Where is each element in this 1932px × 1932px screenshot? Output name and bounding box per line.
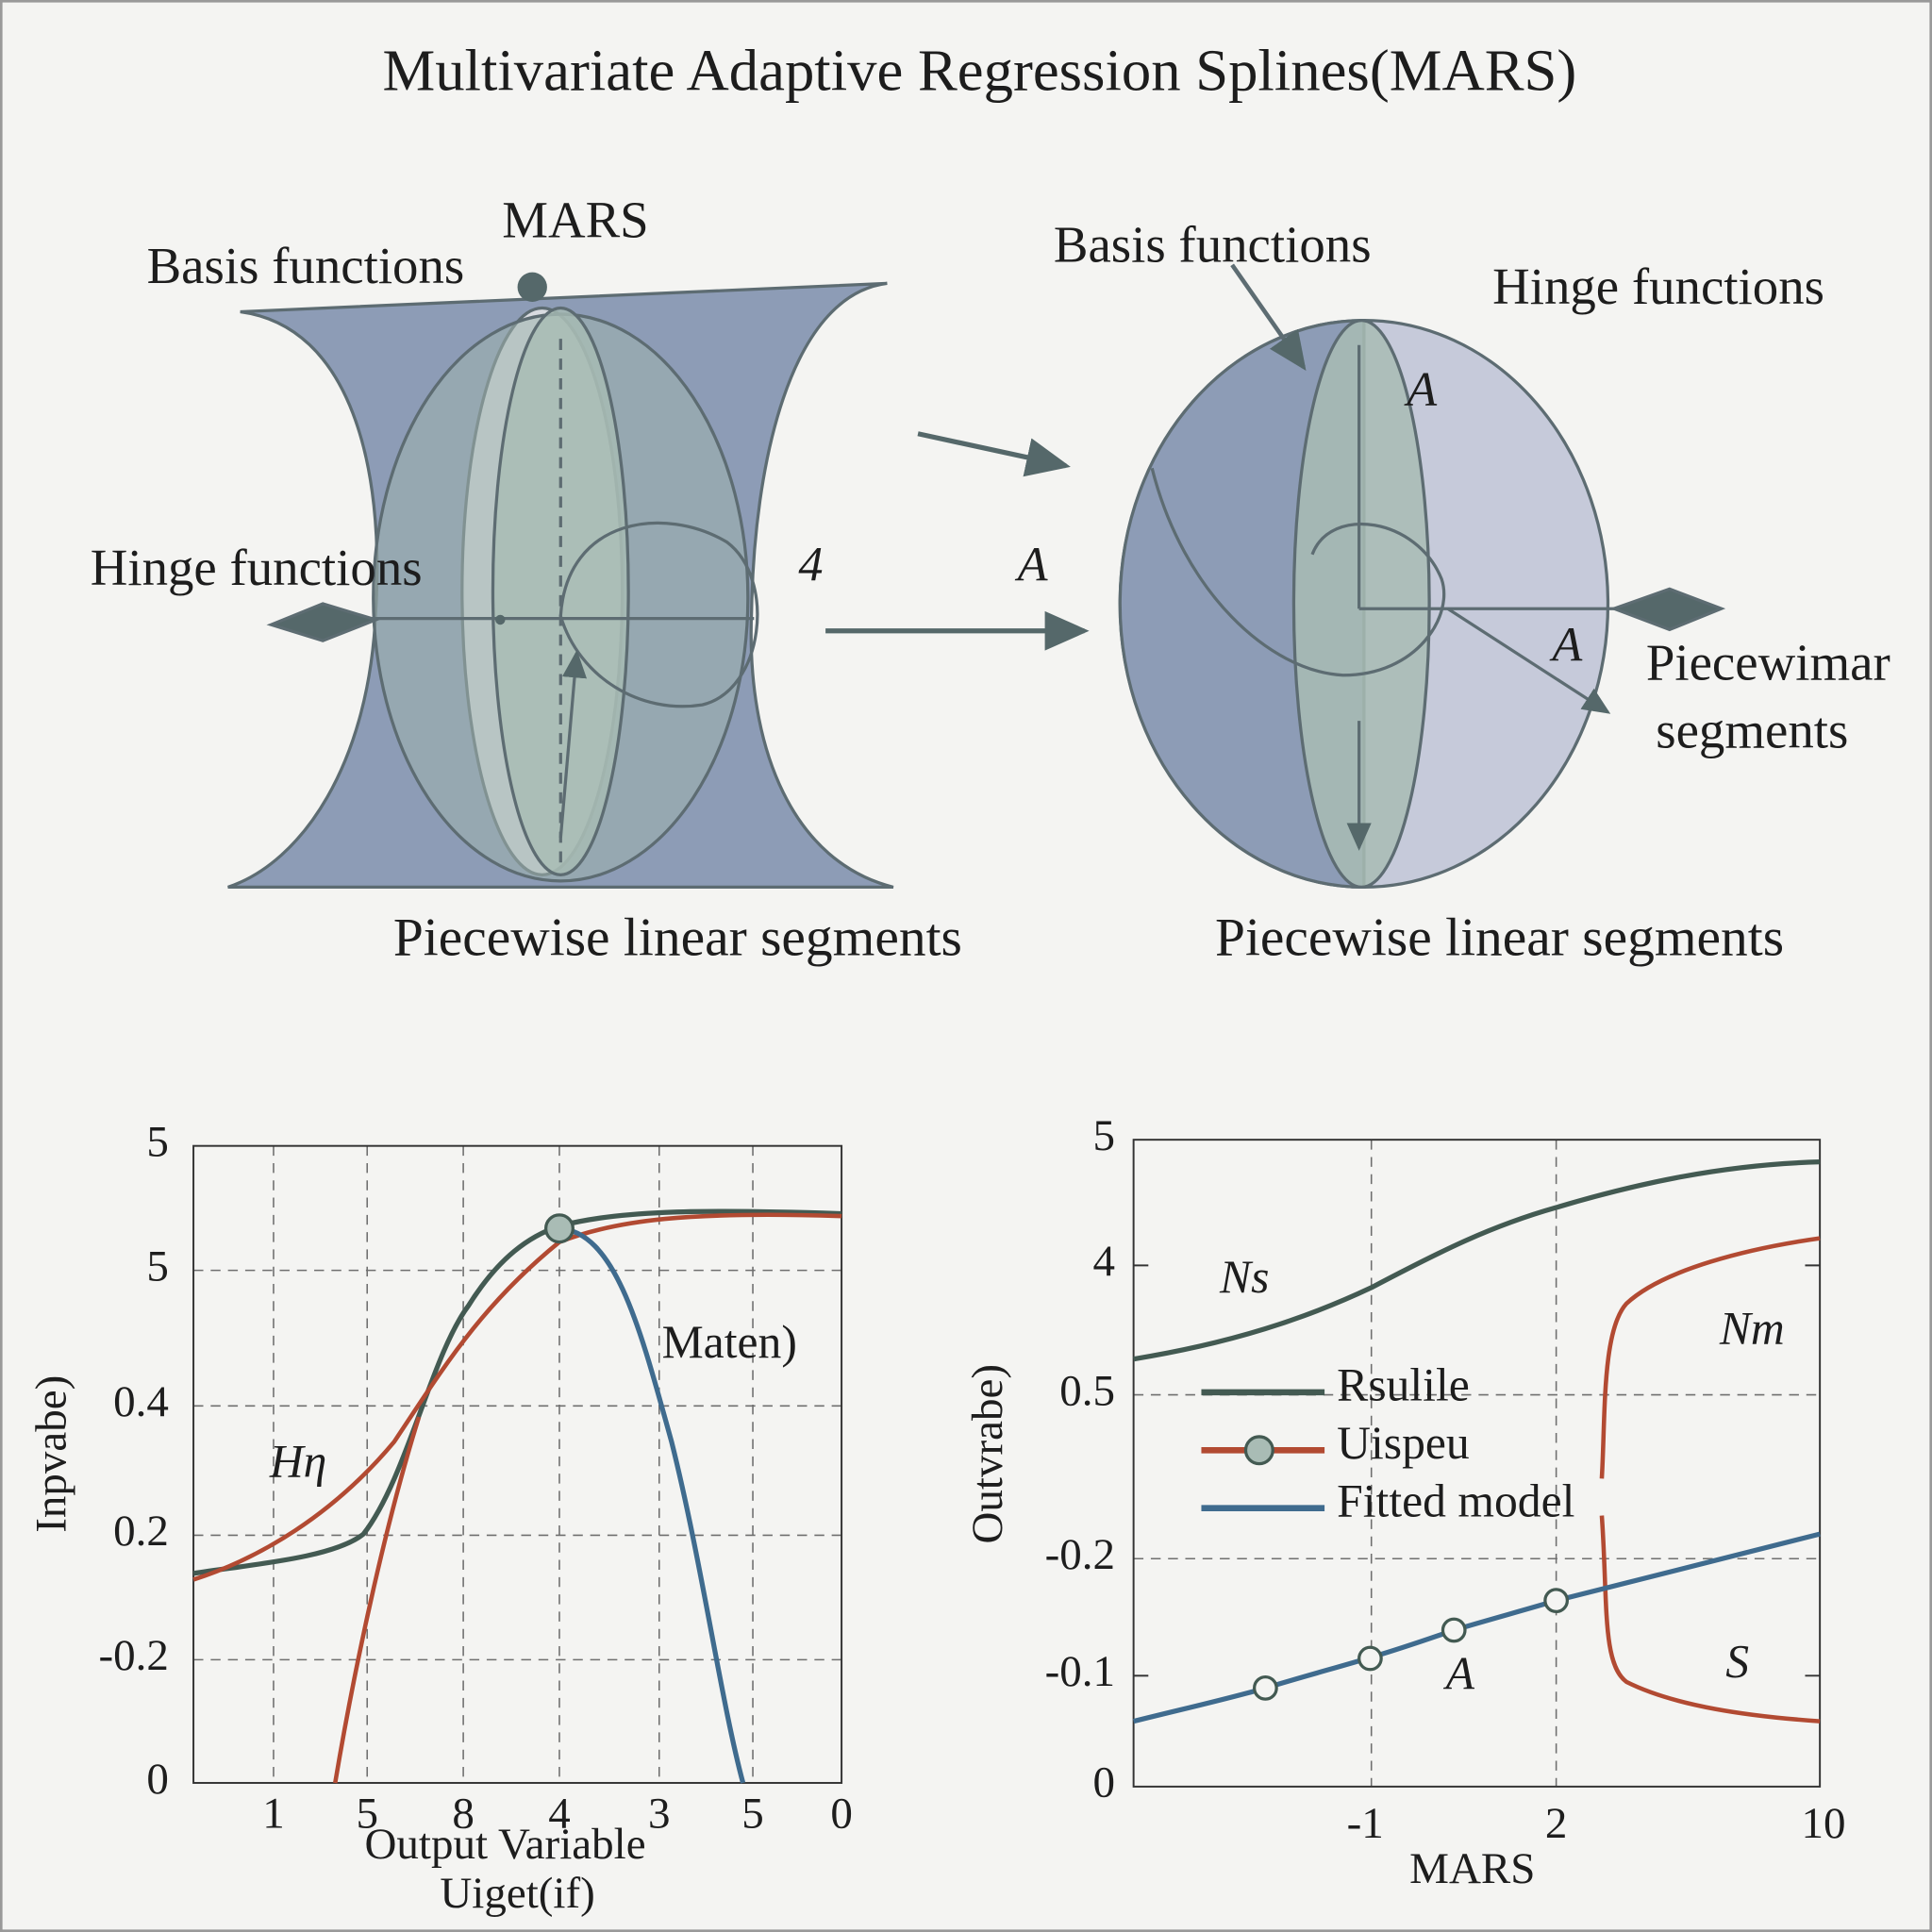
x-axis-label: Output Variable [364, 1820, 645, 1869]
title: Multivariate Adaptive Regression Splines… [382, 37, 1576, 103]
sphere-diagram [1118, 263, 1726, 890]
curve [1599, 1236, 1821, 1479]
y-tick-label: 5 [146, 1117, 169, 1166]
x-tick-label: 2 [1545, 1799, 1568, 1848]
caption: Piecewise linear segments [393, 908, 962, 967]
x-tick-label: 5 [741, 1789, 764, 1838]
y-tick-label: 0 [1093, 1758, 1116, 1807]
label: Hinge functions [1492, 258, 1824, 315]
label: 4 [798, 537, 823, 591]
axes [1132, 1139, 1822, 1788]
x-tick-label: 5 [356, 1789, 378, 1838]
label: Hinge functions [91, 539, 423, 596]
legend-label: Uispeu [1337, 1417, 1470, 1469]
y-tick-label: 0 [146, 1755, 169, 1804]
x-tick-label: -1 [1347, 1799, 1384, 1848]
y-axis-label: Inpvabe) [27, 1375, 76, 1533]
curve [192, 1212, 842, 1582]
y-tick-label: 4 [1093, 1237, 1116, 1286]
x-axis-label: MARS [1409, 1844, 1535, 1893]
y-tick-label: 5 [1093, 1111, 1116, 1160]
x-axis-label: Uiget(if) [440, 1869, 594, 1918]
caption: Piecewise linear segments [1215, 908, 1784, 967]
legend-label: Rsulile [1337, 1359, 1470, 1411]
marker [543, 1213, 575, 1244]
tick-marks [1133, 1264, 1821, 1677]
y-tick-label: -0.2 [1045, 1530, 1115, 1579]
y-tick-label: -0.2 [99, 1631, 169, 1680]
grid [193, 1145, 842, 1783]
label: A [1015, 537, 1049, 591]
y-tick-label: -0.1 [1045, 1647, 1115, 1696]
plot-right [1132, 1139, 1822, 1788]
axes [192, 1144, 843, 1784]
curve [1132, 1531, 1821, 1724]
annotation: Ns [1219, 1251, 1269, 1303]
label: Basis functions [1054, 216, 1372, 274]
y-tick-label: 5 [146, 1241, 169, 1291]
curve [333, 1416, 422, 1784]
label: MARS [502, 192, 648, 249]
markers [1253, 1588, 1570, 1701]
plot-left [192, 1144, 843, 1784]
annotation: Hη [269, 1436, 326, 1488]
curve [558, 1225, 746, 1784]
label: A [1404, 362, 1438, 417]
x-tick-label: 10 [1802, 1799, 1846, 1848]
label: A [1549, 617, 1583, 672]
annotation: S [1725, 1635, 1749, 1687]
legend [1201, 1389, 1325, 1511]
y-axis-label: Outvrabe) [963, 1364, 1012, 1544]
label: Basis functions [147, 237, 465, 294]
arrows [825, 431, 1090, 651]
label: Piecewimar [1646, 634, 1890, 691]
x-tick-labels: -1 2 10 [1347, 1799, 1846, 1848]
hourglass-diagram [227, 272, 894, 890]
grid [1133, 1140, 1821, 1787]
label: segments [1656, 701, 1848, 758]
y-tick-label: 0.5 [1059, 1366, 1115, 1415]
y-tick-labels: 5 4 0.5 -0.2 -0.1 0 [1045, 1111, 1115, 1807]
curve [1133, 1159, 1821, 1362]
legend-label: Fitted model [1337, 1474, 1574, 1526]
annotation: Maten) [662, 1316, 797, 1368]
x-tick-label: 0 [830, 1789, 853, 1838]
y-tick-labels: 5 5 0.4 0.2 -0.2 0 [99, 1117, 169, 1803]
y-tick-label: 0.2 [113, 1507, 169, 1556]
annotation: Nm [1719, 1303, 1785, 1355]
y-tick-label: 0.4 [113, 1377, 169, 1426]
x-tick-label: 1 [262, 1789, 285, 1838]
x-tick-labels: 1 5 8 4 3 5 0 [262, 1789, 853, 1838]
x-tick-label: 3 [648, 1789, 671, 1838]
x-tick-label: 4 [548, 1789, 571, 1838]
annotation: A [1443, 1647, 1475, 1699]
curve [192, 1208, 842, 1576]
x-tick-label: 8 [452, 1789, 475, 1838]
